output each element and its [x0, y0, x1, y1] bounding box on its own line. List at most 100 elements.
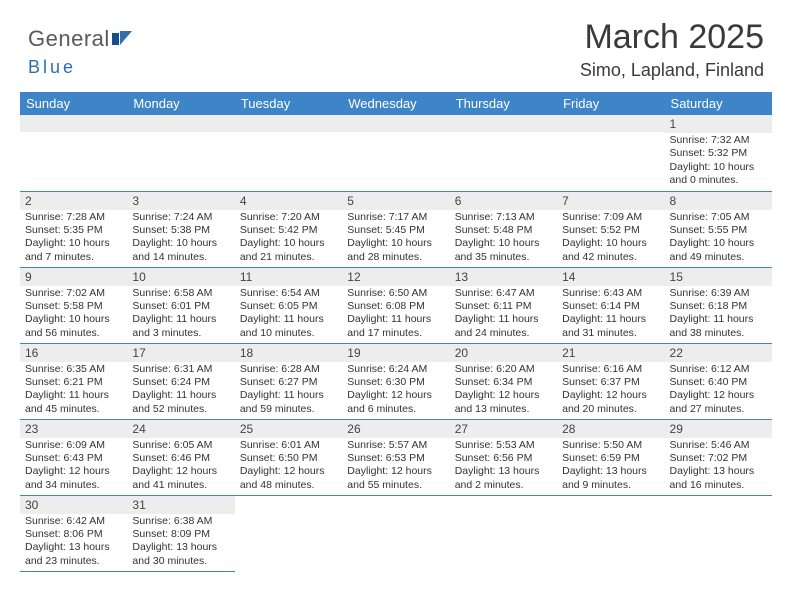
sunset-line: Sunset: 6:05 PM	[240, 300, 318, 312]
sunset-line: Sunset: 6:14 PM	[562, 300, 640, 312]
sunrise-line: Sunrise: 6:54 AM	[240, 287, 320, 299]
daylight-line: Daylight: 10 hours and 35 minutes.	[455, 237, 540, 262]
day-number: 5	[342, 192, 449, 210]
day-details: Sunrise: 6:31 AMSunset: 6:24 PMDaylight:…	[127, 362, 234, 419]
day-number: 2	[20, 192, 127, 210]
calendar-cell: 24Sunrise: 6:05 AMSunset: 6:46 PMDayligh…	[127, 419, 234, 495]
sunset-line: Sunset: 7:02 PM	[670, 452, 748, 464]
daylight-line: Daylight: 10 hours and 7 minutes.	[25, 237, 110, 262]
calendar-cell: 9Sunrise: 7:02 AMSunset: 5:58 PMDaylight…	[20, 267, 127, 343]
sunrise-line: Sunrise: 7:32 AM	[670, 134, 750, 146]
calendar-cell-empty	[557, 115, 664, 191]
day-details: Sunrise: 5:53 AMSunset: 6:56 PMDaylight:…	[450, 438, 557, 495]
day-details: Sunrise: 7:28 AMSunset: 5:35 PMDaylight:…	[20, 210, 127, 267]
day-number: 8	[665, 192, 772, 210]
daylight-line: Daylight: 10 hours and 14 minutes.	[132, 237, 217, 262]
day-number: 6	[450, 192, 557, 210]
sunrise-line: Sunrise: 7:20 AM	[240, 211, 320, 223]
daylight-line: Daylight: 10 hours and 42 minutes.	[562, 237, 647, 262]
sunset-line: Sunset: 6:27 PM	[240, 376, 318, 388]
day-number: 20	[450, 344, 557, 362]
sunrise-line: Sunrise: 6:05 AM	[132, 439, 212, 451]
day-number: 19	[342, 344, 449, 362]
brand-logo: General Blue	[28, 26, 134, 79]
sunrise-line: Sunrise: 6:01 AM	[240, 439, 320, 451]
sunset-line: Sunset: 6:50 PM	[240, 452, 318, 464]
daylight-line: Daylight: 13 hours and 16 minutes.	[670, 465, 755, 490]
day-number: 15	[665, 268, 772, 286]
empty-daynum	[235, 115, 342, 132]
calendar-cell: 2Sunrise: 7:28 AMSunset: 5:35 PMDaylight…	[20, 191, 127, 267]
sunrise-line: Sunrise: 6:31 AM	[132, 363, 212, 375]
sunrise-line: Sunrise: 5:53 AM	[455, 439, 535, 451]
calendar-cell-empty	[235, 495, 342, 571]
day-number: 18	[235, 344, 342, 362]
calendar-cell: 16Sunrise: 6:35 AMSunset: 6:21 PMDayligh…	[20, 343, 127, 419]
day-number: 12	[342, 268, 449, 286]
daylight-line: Daylight: 12 hours and 55 minutes.	[347, 465, 432, 490]
calendar-row: 23Sunrise: 6:09 AMSunset: 6:43 PMDayligh…	[20, 419, 772, 495]
day-number: 3	[127, 192, 234, 210]
daylight-line: Daylight: 11 hours and 24 minutes.	[455, 313, 539, 338]
calendar-cell-empty	[20, 115, 127, 191]
day-details: Sunrise: 6:01 AMSunset: 6:50 PMDaylight:…	[235, 438, 342, 495]
daylight-line: Daylight: 11 hours and 3 minutes.	[132, 313, 216, 338]
page-title: March 2025	[584, 18, 764, 57]
day-number: 17	[127, 344, 234, 362]
sunrise-line: Sunrise: 7:28 AM	[25, 211, 105, 223]
day-number: 16	[20, 344, 127, 362]
daylight-line: Daylight: 11 hours and 31 minutes.	[562, 313, 646, 338]
calendar-cell: 21Sunrise: 6:16 AMSunset: 6:37 PMDayligh…	[557, 343, 664, 419]
sunset-line: Sunset: 6:21 PM	[25, 376, 103, 388]
day-details: Sunrise: 7:02 AMSunset: 5:58 PMDaylight:…	[20, 286, 127, 343]
calendar-row: 9Sunrise: 7:02 AMSunset: 5:58 PMDaylight…	[20, 267, 772, 343]
calendar-cell: 23Sunrise: 6:09 AMSunset: 6:43 PMDayligh…	[20, 419, 127, 495]
calendar-cell: 10Sunrise: 6:58 AMSunset: 6:01 PMDayligh…	[127, 267, 234, 343]
sunrise-line: Sunrise: 6:50 AM	[347, 287, 427, 299]
day-details: Sunrise: 5:50 AMSunset: 6:59 PMDaylight:…	[557, 438, 664, 495]
calendar-cell: 7Sunrise: 7:09 AMSunset: 5:52 PMDaylight…	[557, 191, 664, 267]
sunrise-line: Sunrise: 7:05 AM	[670, 211, 750, 223]
day-details: Sunrise: 6:28 AMSunset: 6:27 PMDaylight:…	[235, 362, 342, 419]
sunset-line: Sunset: 5:38 PM	[132, 224, 210, 236]
sunrise-line: Sunrise: 7:13 AM	[455, 211, 535, 223]
calendar-cell: 31Sunrise: 6:38 AMSunset: 8:09 PMDayligh…	[127, 495, 234, 571]
sunrise-line: Sunrise: 6:12 AM	[670, 363, 750, 375]
sunrise-line: Sunrise: 6:43 AM	[562, 287, 642, 299]
sunrise-line: Sunrise: 5:57 AM	[347, 439, 427, 451]
sunset-line: Sunset: 6:59 PM	[562, 452, 640, 464]
daylight-line: Daylight: 13 hours and 23 minutes.	[25, 541, 110, 566]
day-details: Sunrise: 7:20 AMSunset: 5:42 PMDaylight:…	[235, 210, 342, 267]
day-header: Sunday	[20, 92, 127, 115]
sunset-line: Sunset: 5:42 PM	[240, 224, 318, 236]
sunrise-line: Sunrise: 6:24 AM	[347, 363, 427, 375]
calendar-cell-empty	[127, 115, 234, 191]
day-number: 27	[450, 420, 557, 438]
day-details: Sunrise: 6:38 AMSunset: 8:09 PMDaylight:…	[127, 514, 234, 571]
daylight-line: Daylight: 11 hours and 17 minutes.	[347, 313, 431, 338]
sunset-line: Sunset: 6:24 PM	[132, 376, 210, 388]
calendar-table: SundayMondayTuesdayWednesdayThursdayFrid…	[20, 92, 772, 572]
sunrise-line: Sunrise: 6:47 AM	[455, 287, 535, 299]
daylight-line: Daylight: 13 hours and 30 minutes.	[132, 541, 217, 566]
day-details: Sunrise: 6:42 AMSunset: 8:06 PMDaylight:…	[20, 514, 127, 571]
day-number: 30	[20, 496, 127, 514]
sunset-line: Sunset: 8:06 PM	[25, 528, 103, 540]
daylight-line: Daylight: 12 hours and 6 minutes.	[347, 389, 432, 414]
calendar-cell-empty	[450, 115, 557, 191]
day-details: Sunrise: 6:35 AMSunset: 6:21 PMDaylight:…	[20, 362, 127, 419]
day-header: Thursday	[450, 92, 557, 115]
sunrise-line: Sunrise: 6:35 AM	[25, 363, 105, 375]
daylight-line: Daylight: 12 hours and 41 minutes.	[132, 465, 217, 490]
empty-daynum	[20, 115, 127, 132]
daylight-line: Daylight: 10 hours and 49 minutes.	[670, 237, 755, 262]
day-header: Friday	[557, 92, 664, 115]
header: General Blue March 2025 Simo, Lapland, F…	[20, 18, 772, 88]
day-details: Sunrise: 7:17 AMSunset: 5:45 PMDaylight:…	[342, 210, 449, 267]
day-details: Sunrise: 6:05 AMSunset: 6:46 PMDaylight:…	[127, 438, 234, 495]
day-header: Wednesday	[342, 92, 449, 115]
calendar-cell: 14Sunrise: 6:43 AMSunset: 6:14 PMDayligh…	[557, 267, 664, 343]
calendar-row: 16Sunrise: 6:35 AMSunset: 6:21 PMDayligh…	[20, 343, 772, 419]
day-details: Sunrise: 6:09 AMSunset: 6:43 PMDaylight:…	[20, 438, 127, 495]
sunset-line: Sunset: 6:56 PM	[455, 452, 533, 464]
